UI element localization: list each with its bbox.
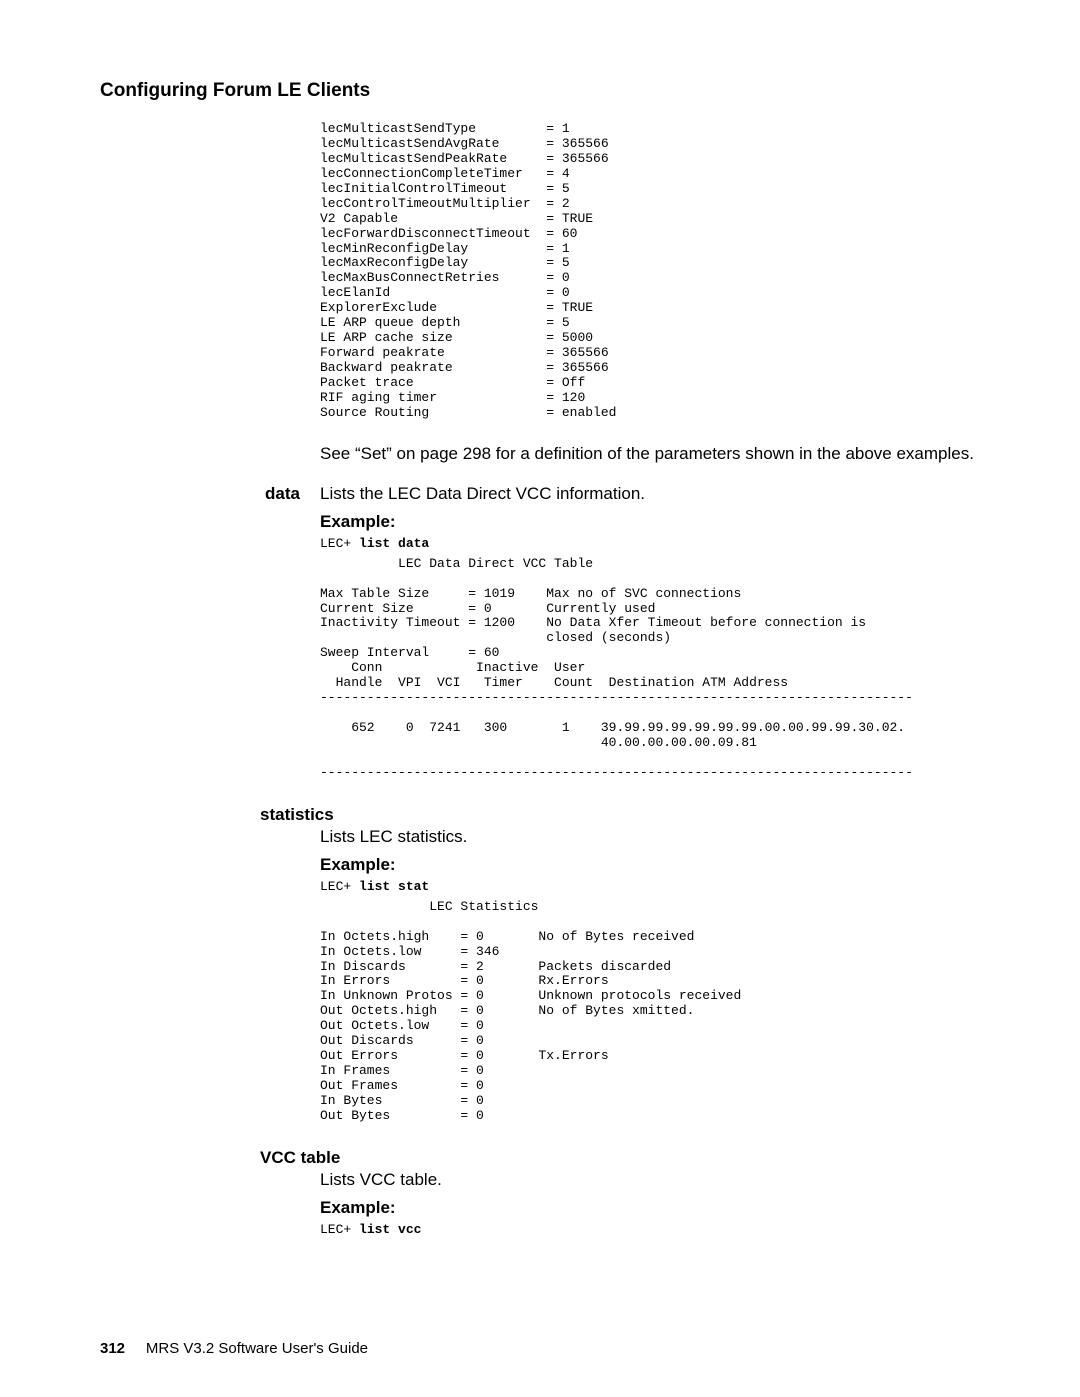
vcctable-block: Lists VCC table. Example: LEC+ list vcc (320, 1170, 980, 1237)
see-reference: See “Set” on page 298 for a definition o… (320, 443, 980, 466)
config-parameters-block: lecMulticastSendType = 1 lecMulticastSen… (320, 122, 980, 421)
see-text: See “Set” on page 298 for a definition o… (320, 443, 980, 466)
prompt-line-stat: LEC+ list stat (320, 879, 980, 894)
stat-output: LEC Statistics In Octets.high = 0 No of … (320, 900, 980, 1124)
prompt-vcc: LEC+ (320, 1222, 359, 1237)
page-footer: 312 MRS V3.2 Software User's Guide (100, 1340, 368, 1357)
example-label-stat: Example: (320, 855, 980, 875)
def-term-data: data (100, 484, 320, 504)
page-title: Configuring Forum LE Clients (100, 80, 980, 102)
prompt-data: LEC+ (320, 536, 359, 551)
example-label-vcc: Example: (320, 1198, 980, 1218)
cmd-data: list data (359, 536, 429, 551)
prompt-line-vcc: LEC+ list vcc (320, 1222, 980, 1237)
footer-text: MRS V3.2 Software User's Guide (146, 1340, 368, 1357)
prompt-line-data: LEC+ list data (320, 536, 980, 551)
vcctable-head: VCC table (260, 1148, 980, 1168)
data-output: LEC Data Direct VCC Table Max Table Size… (320, 557, 980, 781)
data-definition: data Lists the LEC Data Direct VCC infor… (100, 484, 980, 504)
statistics-block: Lists LEC statistics. Example: LEC+ list… (320, 827, 980, 1124)
config-parameters: lecMulticastSendType = 1 lecMulticastSen… (320, 122, 980, 421)
data-example-block: Example: LEC+ list data LEC Data Direct … (320, 512, 980, 781)
vcctable-desc: Lists VCC table. (320, 1170, 980, 1190)
cmd-stat: list stat (359, 879, 429, 894)
example-label-data: Example: (320, 512, 980, 532)
statistics-head: statistics (260, 805, 980, 825)
def-desc-data: Lists the LEC Data Direct VCC informatio… (320, 484, 980, 504)
statistics-desc: Lists LEC statistics. (320, 827, 980, 847)
prompt-stat: LEC+ (320, 879, 359, 894)
page-number: 312 (100, 1340, 125, 1357)
cmd-vcc: list vcc (359, 1222, 421, 1237)
